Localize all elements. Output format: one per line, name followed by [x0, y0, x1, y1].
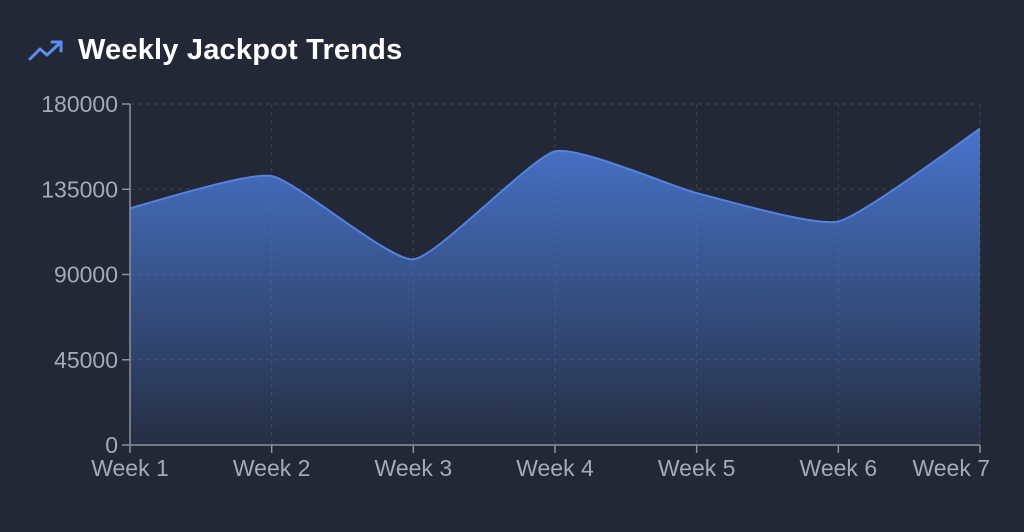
y-tick-label: 135000 — [41, 176, 118, 202]
y-tick-label: 0 — [105, 432, 118, 458]
x-tick-label: Week 7 — [912, 455, 990, 481]
area-fill — [130, 128, 980, 445]
y-tick-label: 180000 — [41, 91, 118, 117]
y-tick-label: 45000 — [54, 347, 118, 373]
x-tick-label: Week 4 — [516, 455, 594, 481]
chart-title: Weekly Jackpot Trends — [78, 33, 403, 66]
x-tick-label: Week 3 — [375, 455, 453, 481]
y-tick-label: 90000 — [54, 262, 118, 288]
trending-up-icon — [28, 32, 64, 68]
series-line — [129, 127, 981, 261]
x-tick-label: Week 6 — [800, 455, 878, 481]
chart-header: Weekly Jackpot Trends — [28, 32, 402, 68]
x-tick-label: Week 1 — [91, 455, 169, 481]
x-tick-label: Week 5 — [658, 455, 736, 481]
x-tick-label: Week 2 — [233, 455, 311, 481]
